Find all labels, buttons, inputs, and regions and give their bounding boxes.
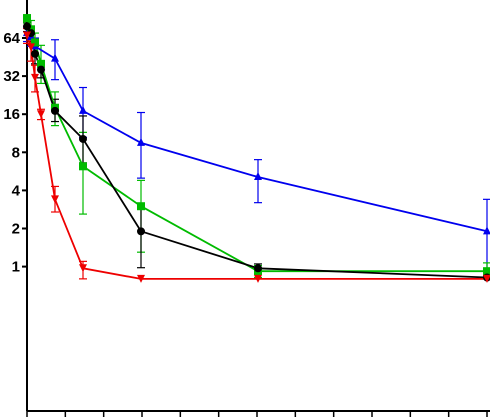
series-4-point [51,195,59,204]
series-4-point [27,43,35,52]
series-4-point [137,274,145,283]
series-3-line [26,25,488,279]
series-4-line [26,35,487,280]
series-3-point [79,134,87,143]
series-3-point [23,22,31,31]
series-3-point [51,106,59,115]
series-1-line [26,32,488,233]
series-3-point [31,49,39,58]
series-2-point [31,38,39,47]
series-1-point [483,226,490,235]
error-bars [23,15,490,280]
series-4-point [23,31,31,40]
y-tick-label: 16 [3,106,20,123]
series-4-point [37,110,45,119]
y-tick-label: 1 [12,259,20,276]
series-4-point [483,274,490,283]
series-3-point [254,264,262,273]
y-tick-label: 32 [3,68,20,85]
series-markers [23,14,490,283]
tick-labels: 1 2 4 8 16 32 64 [3,30,20,276]
series-2-point [79,162,87,171]
series-4-point [254,274,262,283]
series-3-point [37,65,45,74]
series-4-point [79,264,87,273]
series-4-point [31,73,39,82]
series-2-line [26,17,487,273]
series-2-point [37,59,45,68]
series-2-point [137,202,145,211]
series-lines [26,17,488,280]
y-tick-label: 64 [3,30,20,47]
axes [22,0,490,417]
series-2-point [483,267,490,276]
y-tick-label: 8 [12,144,20,161]
y-tick-label: 4 [12,182,21,199]
series-3-point [137,227,145,236]
series-1-point [51,53,59,62]
series-1-point [79,105,87,114]
series-1-point [137,137,145,146]
y-tick-label: 2 [12,221,20,238]
series-1-point [254,172,262,181]
series-2-point [23,14,31,23]
